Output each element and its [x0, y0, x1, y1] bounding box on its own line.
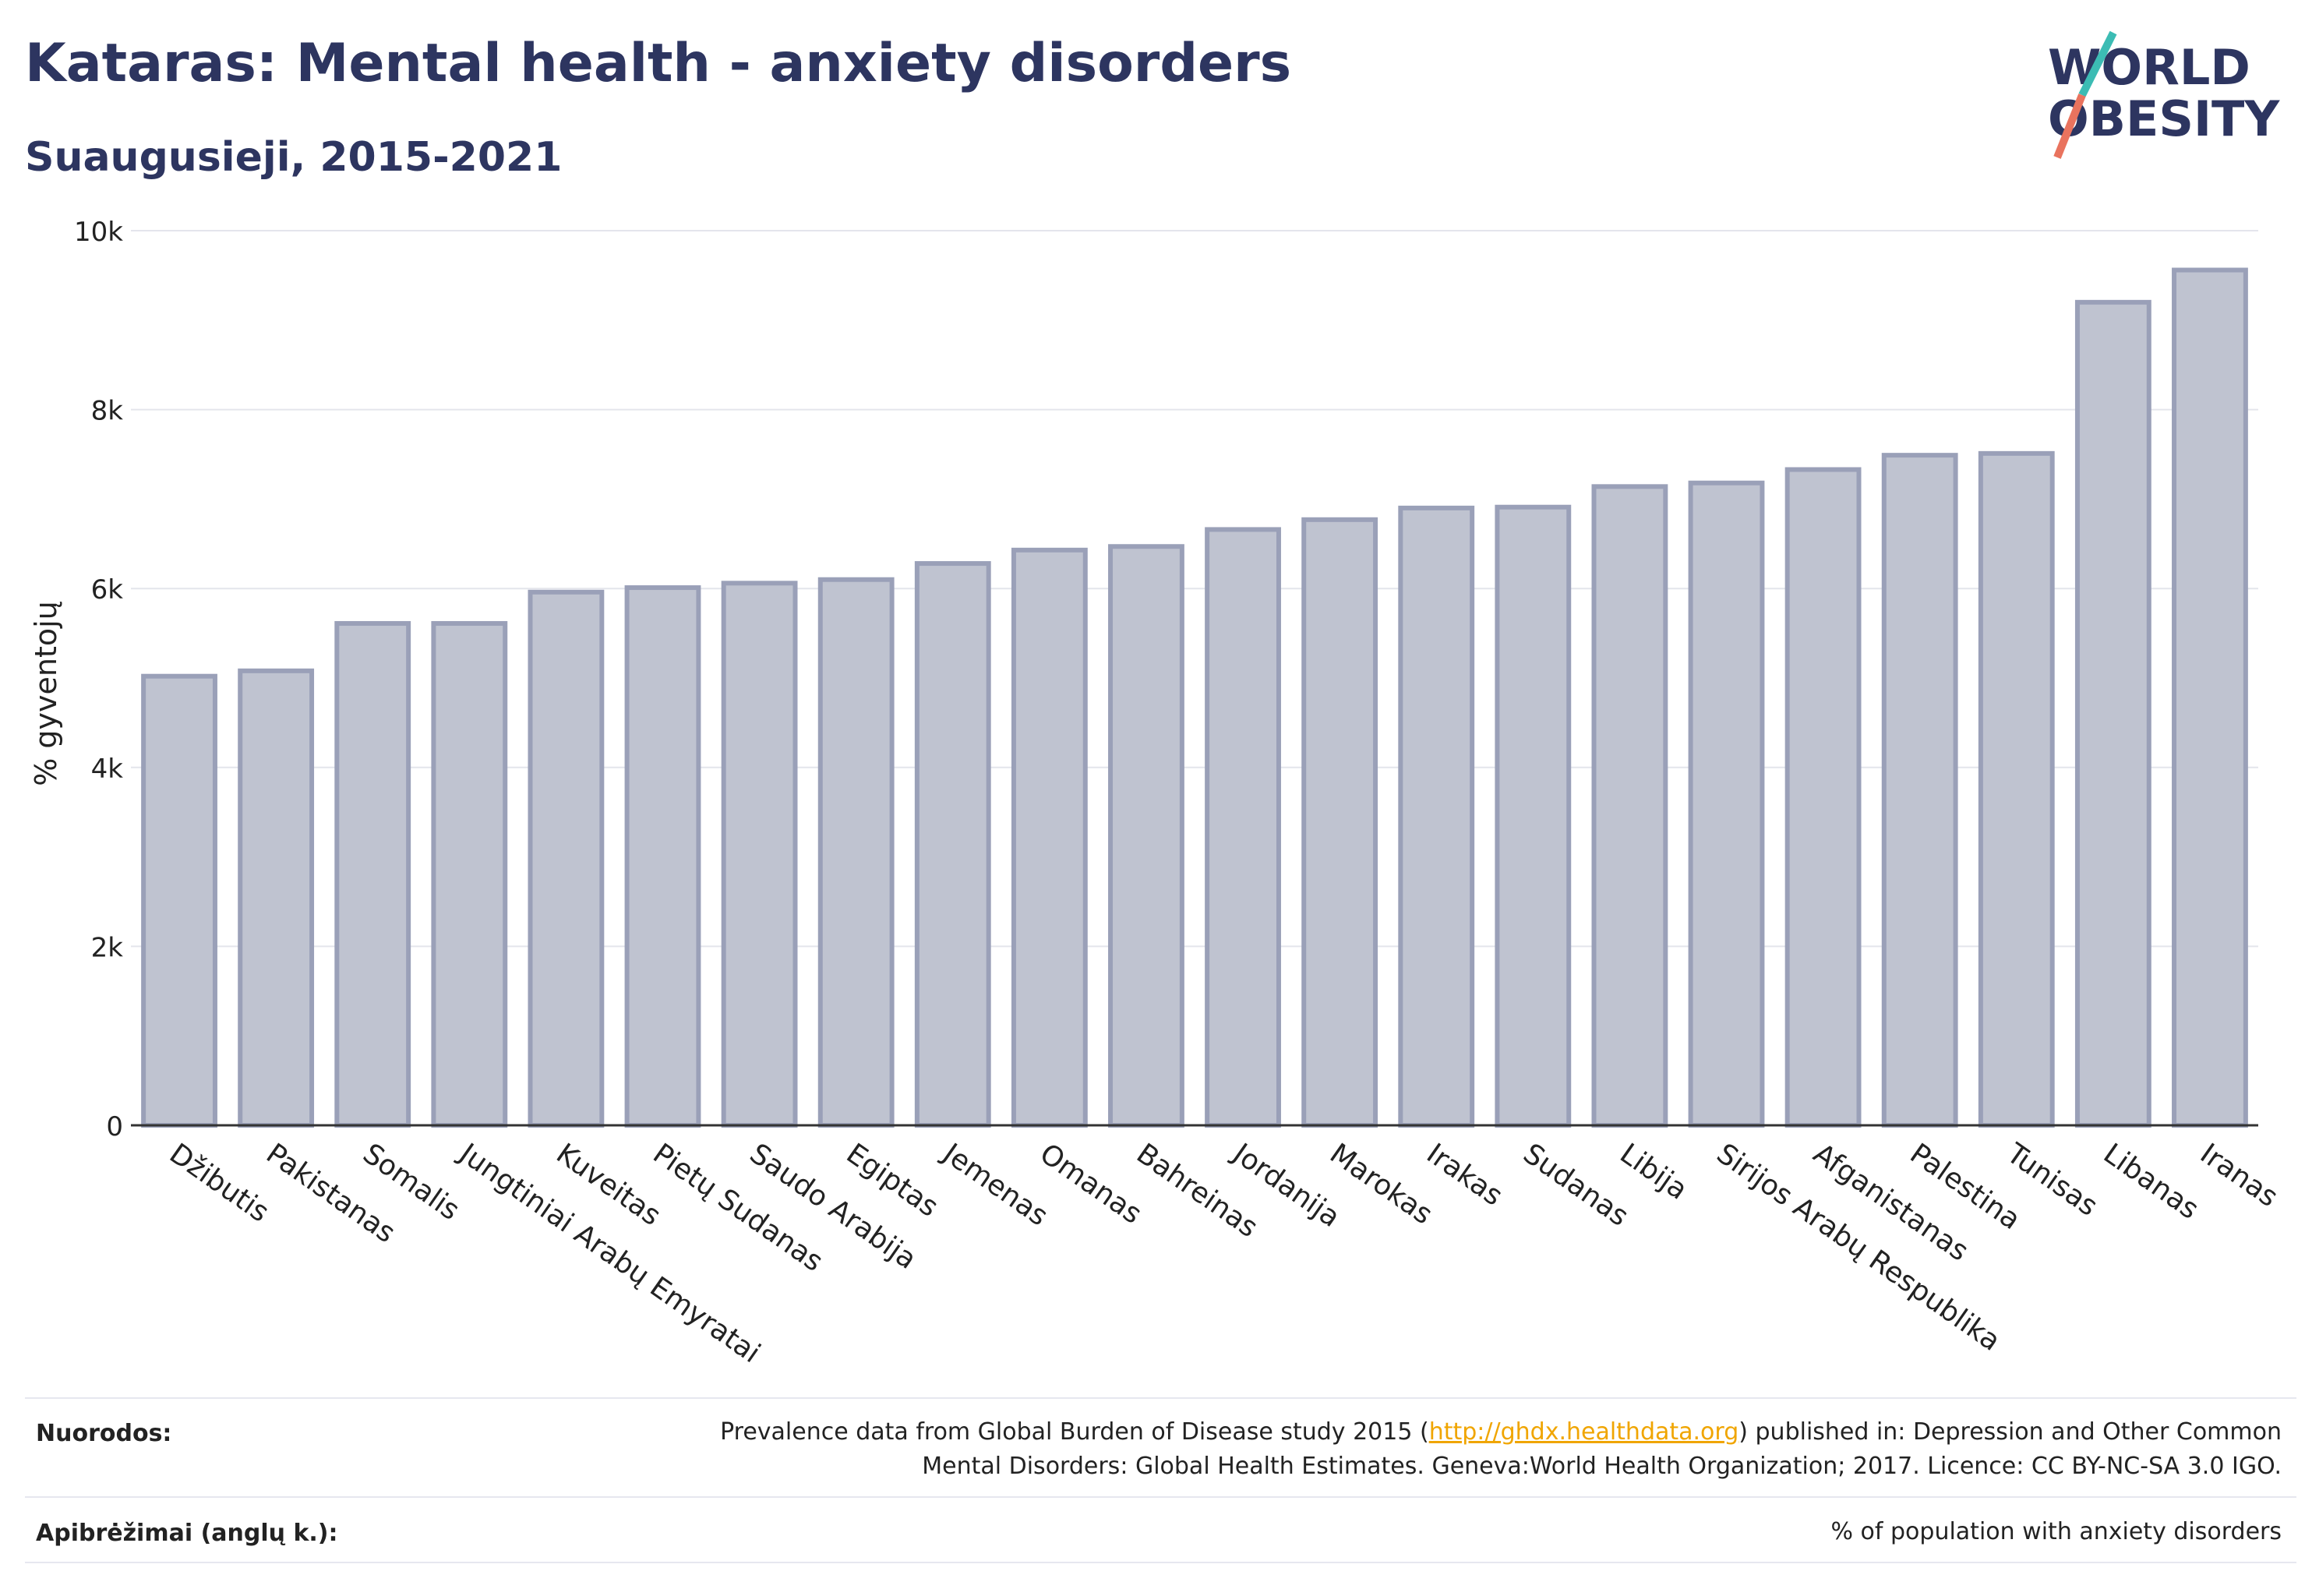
bar: [334, 620, 411, 1128]
x-tick-label: Libija: [1614, 1138, 1693, 1206]
footer-divider-bottom: [25, 1562, 2296, 1563]
bar: [1784, 467, 1862, 1128]
bar: [1591, 484, 1668, 1128]
logo-line1: WORLD: [2048, 39, 2250, 96]
bar: [1978, 450, 2055, 1128]
bar: [817, 577, 895, 1128]
bar: [2172, 267, 2248, 1128]
x-tick-label: Iranas: [2194, 1138, 2284, 1213]
references-text: Prevalence data from Global Burden of Di…: [720, 1415, 2282, 1484]
x-tick-label: Jemenas: [936, 1137, 1054, 1233]
bar: [141, 673, 217, 1128]
x-tick-label: Omanas: [1034, 1138, 1148, 1231]
x-tick-label: Libanas: [2098, 1138, 2204, 1226]
bar: [1398, 505, 1475, 1128]
y-axis-label: % gyventojų: [29, 601, 63, 786]
bar: [914, 561, 991, 1128]
bar: [1495, 504, 1572, 1128]
references-post: ) published in: Depression and Other Com…: [1738, 1418, 2282, 1446]
bar: [1011, 547, 1088, 1128]
logo-slash-coral: [2053, 94, 2086, 159]
x-tick-label: Saudo Arabija: [744, 1138, 923, 1276]
references-link[interactable]: http://ghdx.healthdata.org: [1428, 1418, 1739, 1446]
y-tick-label: 4k: [91, 754, 124, 785]
chart-title: Kataras: Mental health - anxiety disorde…: [25, 33, 1292, 94]
definitions-text: % of population with anxiety disorders: [1830, 1518, 2282, 1545]
y-axis-ticks: 0 2k 4k 6k 8k 10k: [74, 217, 123, 1142]
bar: [1108, 544, 1184, 1128]
references-pre: Prevalence data from Global Burden of Di…: [720, 1418, 1429, 1446]
bar: [238, 668, 315, 1128]
bars: [141, 267, 2248, 1128]
logo-line2: OBESITY: [2048, 90, 2280, 147]
y-tick-label: 8k: [91, 396, 124, 427]
definitions-label: Apibrėžimai (anglų k.):: [36, 1520, 338, 1547]
world-obesity-logo: WORLD OBESITY: [2048, 31, 2280, 159]
logo-slash-teal: [2078, 31, 2117, 97]
references-line2: Mental Disorders: Global Health Estimate…: [922, 1453, 2282, 1480]
bar: [1881, 453, 1958, 1128]
x-tick-label: Pietų Sudanas: [647, 1138, 828, 1278]
footer-divider-middle: [25, 1496, 2296, 1498]
y-tick-label: 0: [106, 1111, 123, 1142]
y-tick-label: 10k: [74, 217, 123, 248]
bar-chart: 0 2k 4k 6k 8k 10k DžibutisPakistanasSomalisJu…: [29, 217, 2283, 1370]
bar: [1301, 517, 1378, 1128]
bar: [1205, 527, 1281, 1128]
x-tick-label: Sudanas: [1517, 1138, 1634, 1233]
bar: [1688, 480, 1765, 1128]
x-tick-label: Džibutis: [164, 1138, 274, 1229]
chart-subtitle: Suaugusieji, 2015-2021: [25, 134, 563, 181]
references-label: Nuorodos:: [36, 1420, 172, 1447]
bar: [721, 581, 798, 1128]
bar: [528, 589, 605, 1128]
y-tick-label: 2k: [91, 932, 124, 963]
footer-divider-top: [25, 1397, 2296, 1399]
bar: [2074, 299, 2151, 1128]
x-tick-label: Marokas: [1324, 1138, 1438, 1231]
bar: [431, 620, 508, 1128]
bar: [624, 585, 701, 1128]
y-tick-label: 6k: [91, 574, 124, 606]
